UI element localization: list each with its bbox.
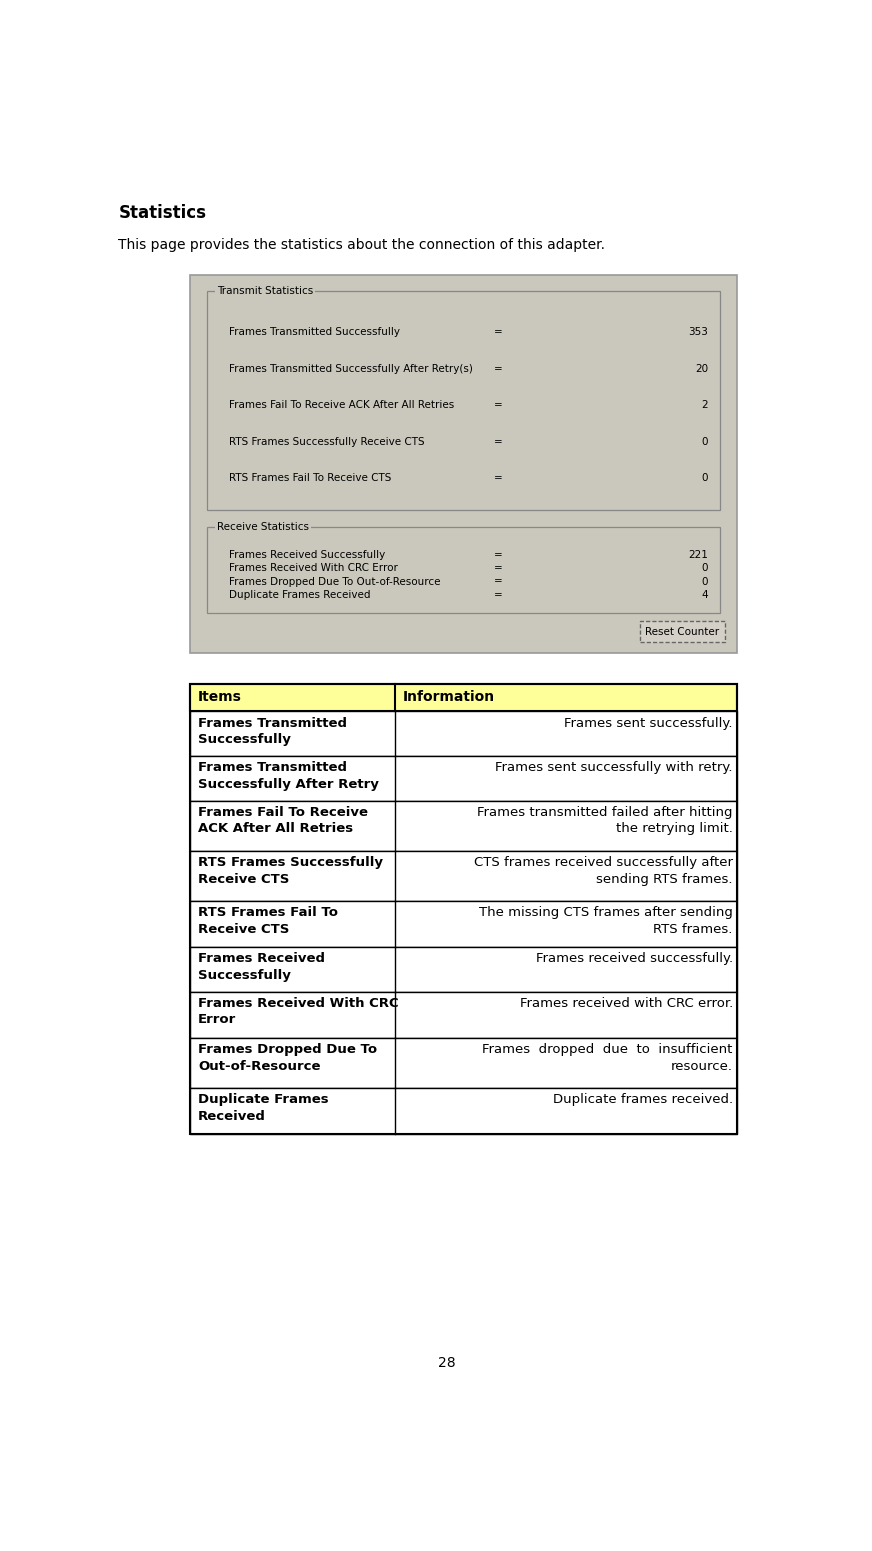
Text: =: = — [494, 473, 502, 484]
Text: =: = — [494, 551, 502, 560]
Text: Frames Received
Successfully: Frames Received Successfully — [198, 952, 325, 982]
Text: =: = — [494, 400, 502, 409]
Text: Duplicate Frames Received: Duplicate Frames Received — [229, 589, 371, 600]
Text: Frames received successfully.: Frames received successfully. — [535, 952, 732, 965]
Bar — [190, 712, 737, 755]
Text: =: = — [494, 437, 502, 447]
Text: Duplicate Frames
Received: Duplicate Frames Received — [198, 1093, 329, 1123]
Text: RTS Frames Fail To
Receive CTS: RTS Frames Fail To Receive CTS — [198, 906, 338, 935]
Text: Frames Received With CRC Error: Frames Received With CRC Error — [229, 563, 398, 574]
Text: =: = — [494, 577, 502, 586]
Text: Duplicate frames received.: Duplicate frames received. — [553, 1093, 732, 1106]
Text: 221: 221 — [688, 551, 708, 560]
Text: Reset Counter: Reset Counter — [645, 627, 719, 636]
Text: This page provides the statistics about the connection of this adapter.: This page provides the statistics about … — [119, 239, 605, 253]
Text: Frames Transmitted Successfully After Retry(s): Frames Transmitted Successfully After Re… — [229, 363, 473, 374]
Text: Frames sent successfully.: Frames sent successfully. — [564, 717, 732, 729]
Bar — [190, 1038, 737, 1087]
Text: Receive Statistics: Receive Statistics — [217, 523, 309, 532]
Bar — [190, 684, 737, 712]
Text: =: = — [494, 563, 502, 574]
Text: Frames Fail To Receive ACK After All Retries: Frames Fail To Receive ACK After All Ret… — [229, 400, 454, 409]
Text: Frames Fail To Receive
ACK After All Retries: Frames Fail To Receive ACK After All Ret… — [198, 807, 368, 836]
Text: Frames  dropped  due  to  insufficient
resource.: Frames dropped due to insufficient resou… — [482, 1044, 732, 1073]
Text: Frames sent successfully with retry.: Frames sent successfully with retry. — [495, 762, 732, 774]
Text: =: = — [494, 589, 502, 600]
Text: The missing CTS frames after sending
RTS frames.: The missing CTS frames after sending RTS… — [479, 906, 732, 935]
Text: Items: Items — [198, 690, 242, 704]
Text: 0: 0 — [702, 563, 708, 574]
Bar — [190, 991, 737, 1038]
Bar — [208, 527, 719, 613]
Text: 353: 353 — [688, 327, 708, 337]
Text: 0: 0 — [702, 437, 708, 447]
Text: Frames Dropped Due To
Out-of-Resource: Frames Dropped Due To Out-of-Resource — [198, 1044, 378, 1073]
Text: Statistics: Statistics — [119, 203, 207, 222]
Text: Frames Received With CRC
Error: Frames Received With CRC Error — [198, 997, 399, 1027]
Text: Frames Transmitted
Successfully: Frames Transmitted Successfully — [198, 717, 347, 746]
Text: Frames Received Successfully: Frames Received Successfully — [229, 551, 385, 560]
Text: RTS Frames Successfully
Receive CTS: RTS Frames Successfully Receive CTS — [198, 856, 383, 886]
Text: 0: 0 — [702, 577, 708, 586]
Text: 4: 4 — [701, 589, 708, 600]
Text: Information: Information — [403, 690, 495, 704]
Bar — [190, 800, 737, 850]
Bar — [208, 292, 719, 510]
Bar — [190, 1087, 737, 1134]
Text: Frames Dropped Due To Out-of-Resource: Frames Dropped Due To Out-of-Resource — [229, 577, 440, 586]
Text: Frames Transmitted Successfully: Frames Transmitted Successfully — [229, 327, 400, 337]
Text: Frames transmitted failed after hitting
the retrying limit.: Frames transmitted failed after hitting … — [477, 807, 732, 836]
Text: Transmit Statistics: Transmit Statistics — [217, 285, 313, 296]
Text: RTS Frames Successfully Receive CTS: RTS Frames Successfully Receive CTS — [229, 437, 425, 447]
Bar — [190, 755, 737, 800]
Text: 0: 0 — [702, 473, 708, 484]
Bar — [640, 620, 726, 642]
Text: 28: 28 — [438, 1357, 456, 1371]
Text: Frames received with CRC error.: Frames received with CRC error. — [520, 997, 732, 1010]
Text: CTS frames received successfully after
sending RTS frames.: CTS frames received successfully after s… — [473, 856, 732, 886]
Text: RTS Frames Fail To Receive CTS: RTS Frames Fail To Receive CTS — [229, 473, 392, 484]
Text: Frames Transmitted
Successfully After Retry: Frames Transmitted Successfully After Re… — [198, 762, 379, 791]
Text: 2: 2 — [701, 400, 708, 409]
Bar — [190, 684, 737, 1134]
Bar — [190, 901, 737, 946]
Text: =: = — [494, 327, 502, 337]
Bar — [190, 276, 737, 653]
Bar — [190, 946, 737, 991]
Text: 20: 20 — [695, 363, 708, 374]
Bar — [190, 850, 737, 901]
Text: =: = — [494, 363, 502, 374]
